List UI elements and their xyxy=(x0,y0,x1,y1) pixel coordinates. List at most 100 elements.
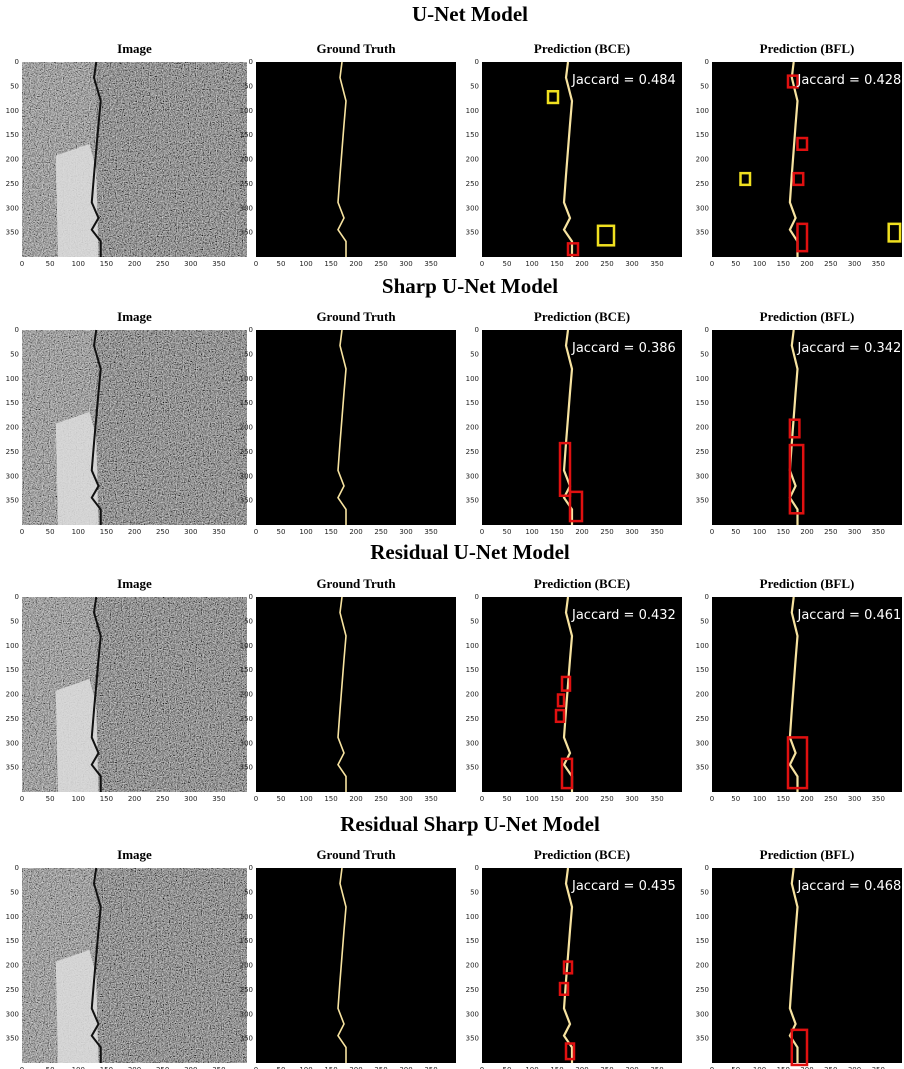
jaccard-label: Jaccard = 0.428 xyxy=(797,73,902,88)
y-tick-label: 50 xyxy=(470,617,479,625)
y-tick-label: 300 xyxy=(466,1010,479,1018)
y-tick-label: 50 xyxy=(470,350,479,358)
y-tick-label: 100 xyxy=(240,913,253,921)
y-tick-label: 300 xyxy=(466,472,479,480)
mask xyxy=(482,597,682,792)
x-tick-label: 300 xyxy=(848,260,861,268)
x-tick-label: 150 xyxy=(100,795,113,803)
x-tick-label: 350 xyxy=(650,260,663,268)
y-tick-label: 300 xyxy=(696,739,709,747)
x-tick-label: 100 xyxy=(525,795,538,803)
x-tick-label: 100 xyxy=(525,260,538,268)
y-tick-label: 50 xyxy=(700,82,709,90)
y-tick-label: 300 xyxy=(6,1010,19,1018)
y-tick-label: 250 xyxy=(466,448,479,456)
x-tick-label: 0 xyxy=(254,260,258,268)
y-tick-label: 150 xyxy=(240,937,253,945)
y-tick-label: 150 xyxy=(466,937,479,945)
y-tick-label: 250 xyxy=(696,448,709,456)
x-tick-label: 150 xyxy=(550,528,563,536)
x-tick-label: 100 xyxy=(753,795,766,803)
mask xyxy=(256,868,456,1063)
y-tick-label: 100 xyxy=(466,107,479,115)
x-tick-label: 50 xyxy=(503,528,512,536)
panel xyxy=(22,868,247,1063)
x-tick-label: 250 xyxy=(156,795,169,803)
y-tick-label: 350 xyxy=(6,229,19,237)
panel-title: Prediction (BCE) xyxy=(534,576,630,591)
x-tick-label: 300 xyxy=(848,528,861,536)
y-tick-label: 50 xyxy=(10,82,19,90)
y-tick-label: 250 xyxy=(696,715,709,723)
y-tick-label: 300 xyxy=(696,472,709,480)
jaccard-label: Jaccard = 0.435 xyxy=(571,879,676,894)
y-tick-label: 300 xyxy=(6,204,19,212)
y-tick-label: 150 xyxy=(240,399,253,407)
y-tick-label: 50 xyxy=(244,350,253,358)
y-tick-label: 300 xyxy=(466,739,479,747)
row-title: Sharp U-Net Model xyxy=(382,274,558,298)
x-tick-label: 350 xyxy=(650,528,663,536)
y-tick-label: 250 xyxy=(240,715,253,723)
y-tick-label: 100 xyxy=(696,375,709,383)
y-tick-label: 200 xyxy=(240,962,253,970)
y-tick-label: 300 xyxy=(6,472,19,480)
y-tick-label: 150 xyxy=(240,131,253,139)
y-tick-label: 150 xyxy=(696,131,709,139)
y-tick-label: 200 xyxy=(466,691,479,699)
x-tick-label: 300 xyxy=(184,528,197,536)
y-tick-label: 0 xyxy=(15,58,19,66)
x-tick-label: 0 xyxy=(20,795,24,803)
y-tick-label: 200 xyxy=(696,962,709,970)
y-tick-label: 0 xyxy=(15,326,19,334)
y-tick-label: 300 xyxy=(466,204,479,212)
y-tick-label: 350 xyxy=(240,497,253,505)
x-tick-label: 350 xyxy=(424,795,437,803)
x-tick-label: 300 xyxy=(399,528,412,536)
panel-title: Prediction (BFL) xyxy=(760,41,855,56)
y-tick-label: 0 xyxy=(705,593,709,601)
x-tick-label: 350 xyxy=(872,528,885,536)
y-tick-label: 350 xyxy=(696,229,709,237)
x-tick-label: 50 xyxy=(277,795,286,803)
y-tick-label: 250 xyxy=(6,180,19,188)
y-tick-label: 350 xyxy=(466,1035,479,1043)
x-tick-label: 300 xyxy=(625,528,638,536)
x-tick-label: 50 xyxy=(731,795,740,803)
y-tick-label: 200 xyxy=(240,156,253,164)
y-tick-label: 350 xyxy=(6,1035,19,1043)
x-tick-label: 200 xyxy=(128,260,141,268)
x-tick-label: 200 xyxy=(575,260,588,268)
y-tick-label: 200 xyxy=(466,424,479,432)
x-tick-label: 250 xyxy=(824,795,837,803)
x-tick-label: 350 xyxy=(872,260,885,268)
x-tick-label: 350 xyxy=(212,528,225,536)
panel-title: Image xyxy=(117,576,152,591)
y-tick-label: 100 xyxy=(6,107,19,115)
y-tick-label: 250 xyxy=(466,715,479,723)
panel-title: Prediction (BFL) xyxy=(760,576,855,591)
y-tick-label: 250 xyxy=(240,448,253,456)
y-tick-label: 50 xyxy=(470,888,479,896)
y-tick-label: 250 xyxy=(696,180,709,188)
panel-title: Image xyxy=(117,309,152,324)
x-tick-label: 200 xyxy=(800,795,813,803)
x-tick-label: 150 xyxy=(100,260,113,268)
panel xyxy=(22,330,247,525)
x-tick-label: 250 xyxy=(156,260,169,268)
x-tick-label: 250 xyxy=(374,528,387,536)
y-tick-label: 150 xyxy=(466,399,479,407)
y-tick-label: 200 xyxy=(240,424,253,432)
panel-title: Prediction (BFL) xyxy=(760,847,855,862)
x-tick-label: 250 xyxy=(824,260,837,268)
x-tick-label: 300 xyxy=(848,795,861,803)
x-tick-label: 50 xyxy=(277,260,286,268)
x-tick-label: 200 xyxy=(575,795,588,803)
panel xyxy=(22,62,247,257)
y-tick-label: 100 xyxy=(240,375,253,383)
x-tick-label: 150 xyxy=(324,260,337,268)
jaccard-label: Jaccard = 0.432 xyxy=(571,608,676,623)
panel xyxy=(712,62,902,257)
y-tick-label: 250 xyxy=(6,448,19,456)
x-tick-label: 150 xyxy=(324,528,337,536)
